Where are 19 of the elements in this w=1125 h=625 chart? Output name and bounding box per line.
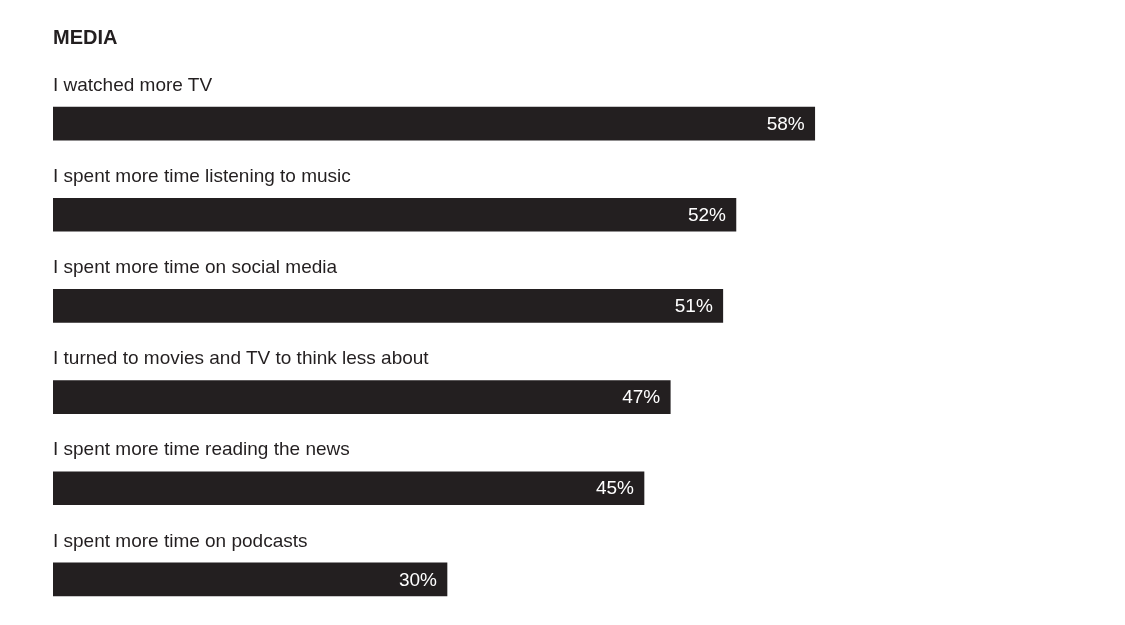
bar — [53, 197, 737, 232]
bar — [53, 562, 448, 597]
y-tick-label: I watched more TV — [53, 73, 213, 95]
data-label: 58% — [766, 112, 805, 134]
bar — [53, 289, 724, 323]
y-tick-label: I spent more time on podcasts — [53, 529, 308, 551]
data-label: 51% — [674, 295, 713, 317]
y-tick-label: I turned to movies and TV to think less about — [53, 347, 430, 369]
data-label: 45% — [595, 477, 635, 499]
bar — [53, 106, 816, 141]
bar — [53, 380, 671, 414]
data-label: 52% — [687, 203, 727, 225]
data-label: 47% — [622, 386, 661, 408]
y-tick-label: I spent more time listening to music — [53, 164, 351, 186]
chart-title: MEDIA — [53, 25, 118, 48]
y-tick-label: I spent more time on social media — [53, 256, 338, 278]
bar — [53, 471, 645, 506]
data-label: 30% — [398, 568, 438, 590]
y-tick-label: I spent more time reading the news — [53, 438, 350, 460]
